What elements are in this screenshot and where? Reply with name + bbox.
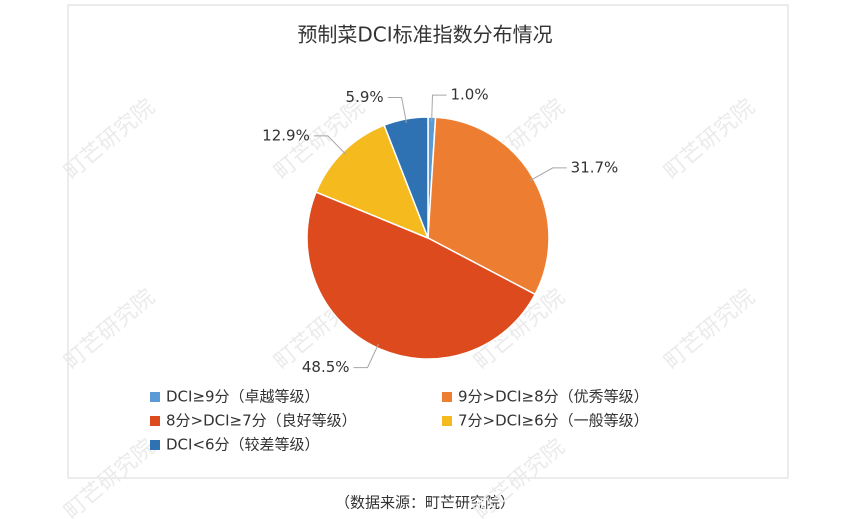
chart-title: 预制菜DCI标准指数分布情况	[297, 23, 552, 47]
legend-swatch	[442, 392, 452, 402]
legend-label: 8分>DCI≥7分（良好等级）	[166, 412, 357, 430]
legend-swatch	[150, 440, 160, 450]
data-label: 1.0%	[450, 86, 488, 104]
legend-label: DCI≥9分（卓越等级）	[166, 388, 320, 406]
leader-line	[313, 135, 347, 155]
source-note: （数据来源：町芒研究院）	[335, 494, 515, 512]
leader-line	[529, 167, 567, 182]
leader-line	[431, 94, 447, 122]
data-label: 48.5%	[302, 358, 350, 376]
leader-line	[387, 96, 407, 124]
leader-line	[353, 343, 379, 369]
legend-swatch	[150, 392, 160, 402]
legend-label: 7分>DCI≥6分（一般等级）	[458, 412, 649, 430]
data-label: 31.7%	[571, 158, 619, 176]
legend-label: 9分>DCI≥8分（优秀等级）	[458, 388, 649, 406]
legend-swatch	[150, 416, 160, 426]
legend-label: DCI<6分（较差等级）	[166, 436, 320, 454]
data-label: 5.9%	[346, 88, 384, 106]
data-label: 12.9%	[262, 126, 310, 144]
legend-swatch	[442, 416, 452, 426]
